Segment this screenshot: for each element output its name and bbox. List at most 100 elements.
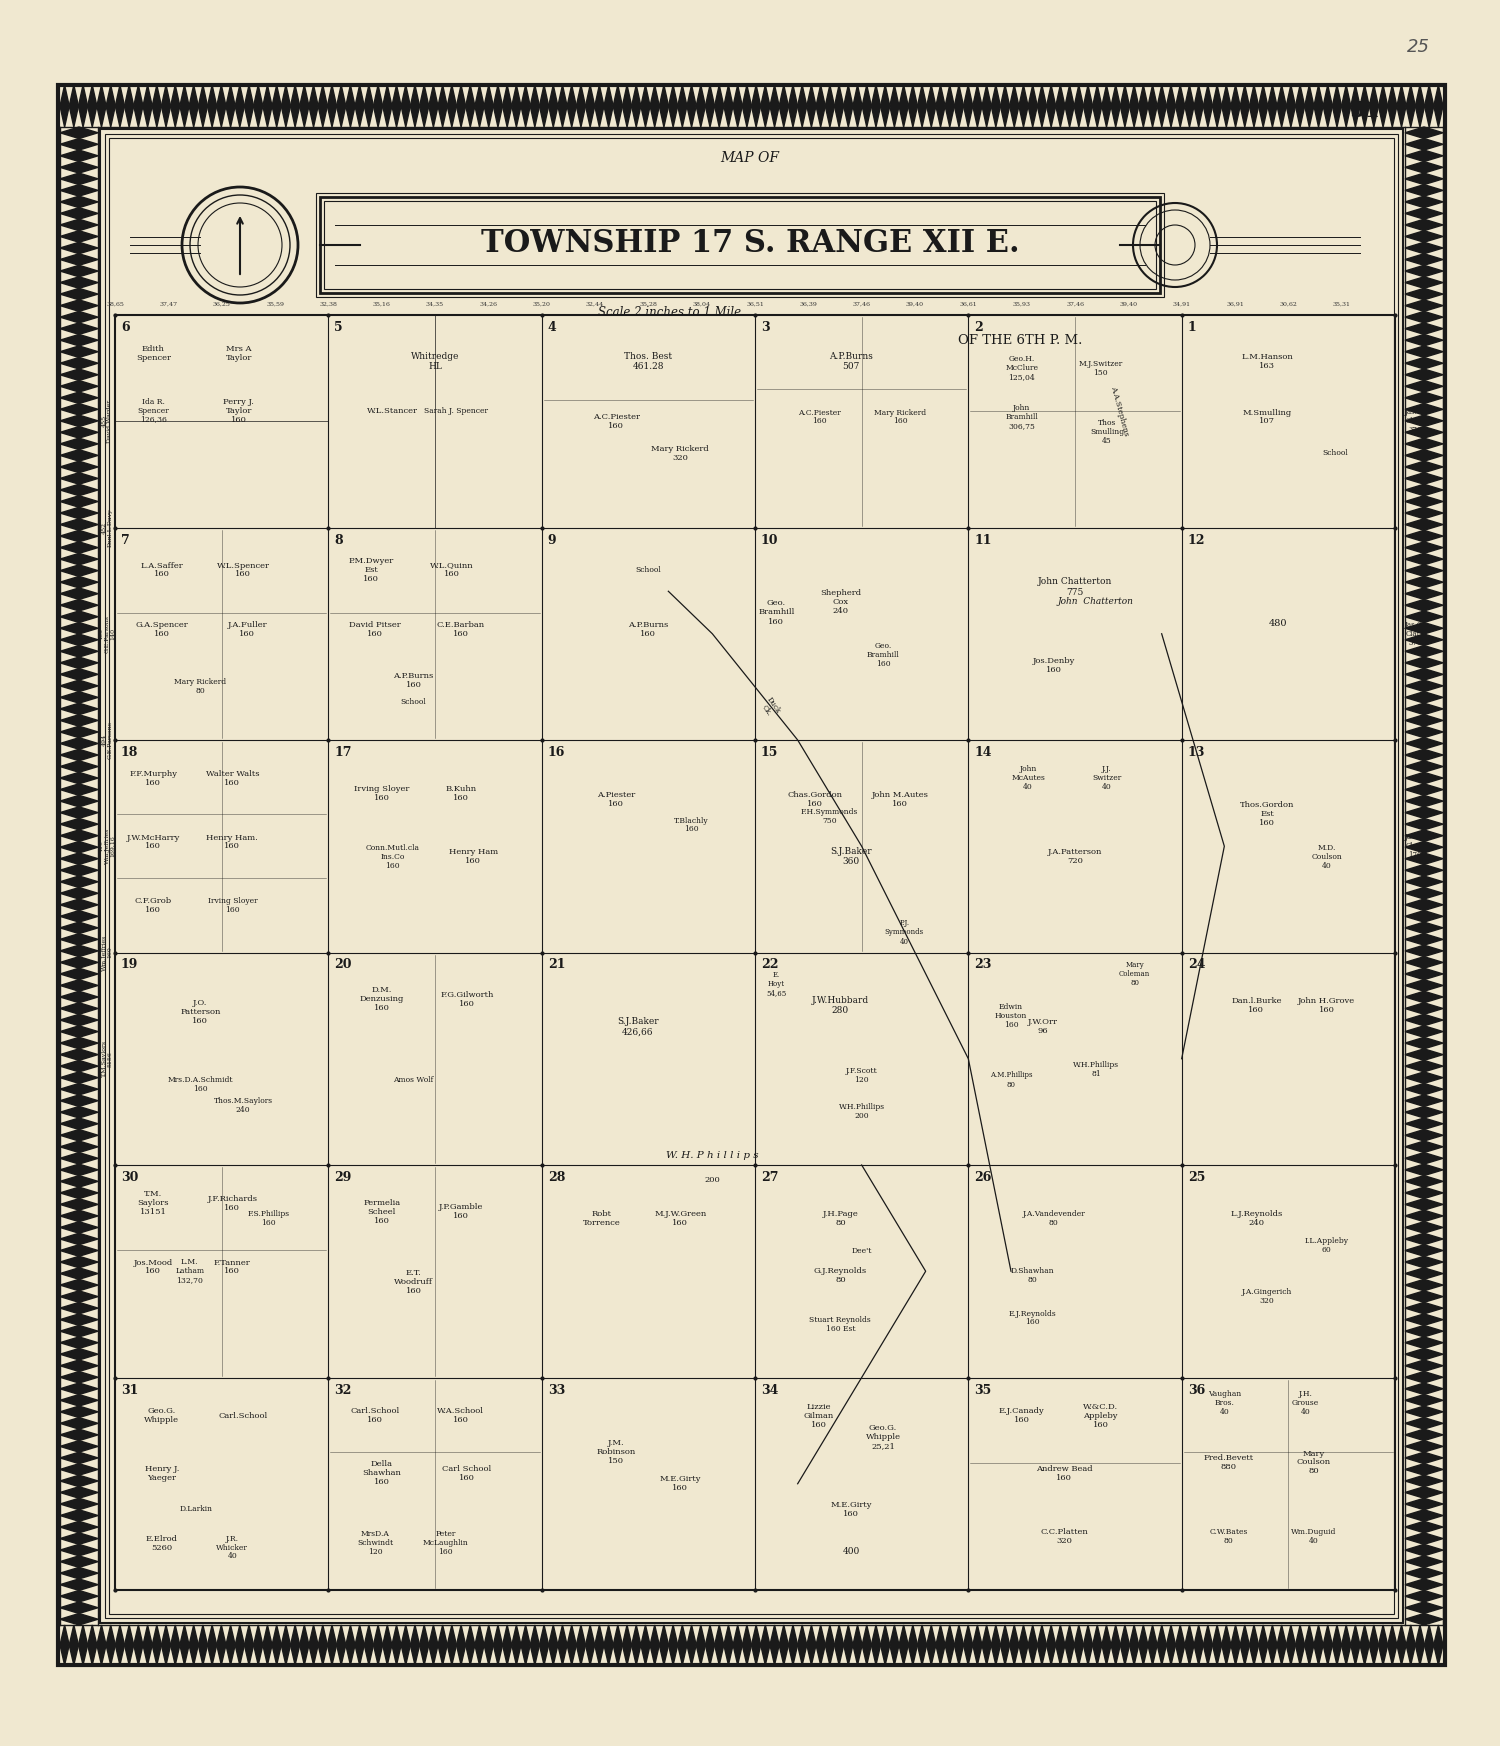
Polygon shape — [1406, 86, 1416, 107]
Polygon shape — [1221, 107, 1232, 127]
Polygon shape — [1332, 1645, 1341, 1666]
Polygon shape — [134, 1645, 142, 1666]
Polygon shape — [1406, 358, 1443, 368]
Polygon shape — [963, 86, 974, 107]
Polygon shape — [798, 1645, 807, 1666]
Polygon shape — [1028, 107, 1038, 127]
Polygon shape — [411, 107, 420, 127]
Polygon shape — [392, 1645, 400, 1666]
Polygon shape — [364, 1626, 374, 1645]
Text: Edith
Spencer: Edith Spencer — [136, 344, 171, 361]
Polygon shape — [1212, 1626, 1221, 1645]
Polygon shape — [853, 86, 862, 107]
Polygon shape — [1406, 484, 1443, 496]
Polygon shape — [1406, 854, 1443, 864]
Text: 400: 400 — [843, 1547, 860, 1556]
Polygon shape — [60, 1152, 98, 1165]
Polygon shape — [622, 107, 632, 127]
Polygon shape — [520, 1645, 530, 1666]
Polygon shape — [1406, 681, 1443, 691]
Polygon shape — [411, 1626, 420, 1645]
Polygon shape — [152, 107, 162, 127]
Polygon shape — [576, 1645, 585, 1666]
Text: Vaughan
Bros.
40: Vaughan Bros. 40 — [1208, 1390, 1240, 1416]
Polygon shape — [1406, 541, 1443, 553]
Polygon shape — [60, 1430, 98, 1440]
Polygon shape — [1240, 86, 1250, 107]
Polygon shape — [1406, 1290, 1443, 1303]
Polygon shape — [60, 541, 98, 553]
Polygon shape — [60, 220, 98, 230]
Polygon shape — [604, 86, 613, 107]
Text: E.J.Reynolds
160: E.J.Reynolds 160 — [1008, 1310, 1056, 1327]
Polygon shape — [660, 107, 669, 127]
Polygon shape — [429, 1645, 438, 1666]
Polygon shape — [1323, 1645, 1332, 1666]
Polygon shape — [696, 107, 705, 127]
Polygon shape — [60, 819, 98, 829]
Polygon shape — [918, 86, 927, 107]
Polygon shape — [1406, 911, 1443, 922]
Polygon shape — [60, 1348, 98, 1360]
Polygon shape — [778, 107, 789, 127]
Polygon shape — [1388, 86, 1396, 107]
Polygon shape — [60, 150, 98, 162]
Polygon shape — [60, 876, 98, 887]
Polygon shape — [1212, 86, 1221, 107]
Text: 34,91: 34,91 — [1173, 302, 1191, 307]
Polygon shape — [400, 1626, 411, 1645]
Polygon shape — [216, 1626, 226, 1645]
Polygon shape — [1092, 86, 1102, 107]
Polygon shape — [346, 107, 355, 127]
Polygon shape — [1406, 416, 1443, 426]
Polygon shape — [1074, 1626, 1083, 1645]
Polygon shape — [60, 842, 98, 854]
Polygon shape — [60, 934, 98, 945]
Polygon shape — [1406, 1002, 1443, 1014]
Text: 1: 1 — [1188, 321, 1197, 333]
Polygon shape — [465, 1626, 476, 1645]
Polygon shape — [60, 945, 98, 957]
Polygon shape — [1250, 1645, 1258, 1666]
Text: 5: 5 — [334, 321, 344, 333]
Bar — [100, 129, 1403, 1624]
Text: Jas.C.
Clark
170: Jas.C. Clark 170 — [1406, 833, 1425, 859]
Polygon shape — [862, 1626, 871, 1645]
Text: 35,16: 35,16 — [372, 302, 390, 307]
Text: 32: 32 — [334, 1383, 351, 1397]
Text: J.M.
Robinson
150: J.M. Robinson 150 — [597, 1439, 636, 1465]
Polygon shape — [1406, 599, 1443, 611]
Polygon shape — [1000, 107, 1010, 127]
Polygon shape — [1406, 1360, 1443, 1372]
Polygon shape — [60, 416, 98, 426]
Polygon shape — [696, 86, 705, 107]
Polygon shape — [1296, 107, 1305, 127]
Polygon shape — [124, 1626, 134, 1645]
Polygon shape — [974, 107, 982, 127]
Polygon shape — [742, 107, 752, 127]
Polygon shape — [207, 107, 216, 127]
Polygon shape — [1360, 1645, 1370, 1666]
Polygon shape — [696, 1645, 705, 1666]
Text: A.Piester
160: A.Piester 160 — [597, 791, 636, 808]
Polygon shape — [465, 107, 476, 127]
Polygon shape — [1268, 1645, 1276, 1666]
Polygon shape — [549, 1645, 558, 1666]
Polygon shape — [816, 107, 825, 127]
Polygon shape — [291, 86, 300, 107]
Polygon shape — [1406, 253, 1443, 265]
Polygon shape — [336, 1645, 346, 1666]
Polygon shape — [1406, 107, 1416, 127]
Polygon shape — [291, 1645, 300, 1666]
Polygon shape — [60, 86, 69, 107]
Polygon shape — [60, 969, 98, 980]
Polygon shape — [60, 346, 98, 358]
Polygon shape — [1406, 969, 1443, 980]
Polygon shape — [596, 1645, 604, 1666]
Polygon shape — [438, 1645, 447, 1666]
Text: M.Smulling
107: M.Smulling 107 — [1242, 409, 1292, 426]
Polygon shape — [936, 1626, 945, 1645]
Text: Mrs.D.A.Schmidt
160: Mrs.D.A.Schmidt 160 — [168, 1076, 232, 1093]
Polygon shape — [650, 86, 660, 107]
Polygon shape — [1406, 1200, 1443, 1210]
